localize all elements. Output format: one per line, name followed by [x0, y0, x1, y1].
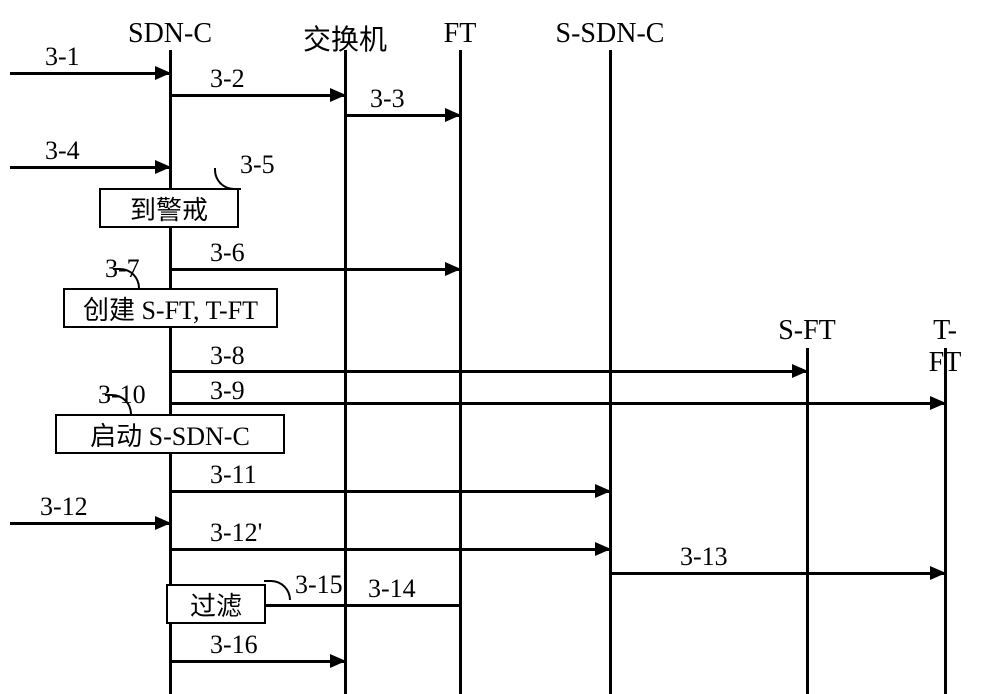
lifeline-label-ft: FT	[444, 18, 477, 50]
box-start: 启动 S-SDN-C	[55, 414, 285, 454]
msg-3-1	[10, 72, 170, 75]
msg-label-3-8: 3-8	[210, 341, 245, 371]
arrow-head	[330, 654, 346, 668]
msg-label-3-16: 3-16	[210, 630, 258, 660]
msg-label-3-14: 3-14	[368, 574, 416, 604]
lifeline-s-ft	[806, 348, 809, 694]
box-create: 创建 S-FT, T-FT	[63, 288, 278, 328]
sequence-diagram: SDN-C交换机FTS-SDN-CS-FTT-FT3-13-23-33-43-6…	[0, 0, 1000, 694]
ref-curve	[264, 580, 291, 600]
lifeline-label-s-ft: S-FT	[778, 315, 836, 347]
msg-3-3	[345, 114, 460, 117]
ref-label-box-alert: 3-5	[240, 150, 275, 180]
box-filter: 过滤	[166, 584, 266, 624]
msg-3-13	[610, 572, 945, 575]
msg-3-16	[170, 660, 345, 663]
msg-label-3-4: 3-4	[45, 136, 80, 166]
arrow-head	[155, 516, 171, 530]
msg-3-8	[170, 370, 807, 373]
lifeline-label-s-sdn-c: S-SDN-C	[556, 18, 665, 50]
arrow-head	[155, 66, 171, 80]
msg-label-3-13: 3-13	[680, 542, 728, 572]
arrow-head	[595, 484, 611, 498]
msg-label-3-9: 3-9	[210, 376, 245, 406]
arrow-head	[595, 542, 611, 556]
ref-label-box-filter: 3-15	[295, 570, 343, 600]
msg-3-4	[10, 166, 170, 169]
msg-label-3-1: 3-1	[45, 42, 80, 72]
msg-label-3-12: 3-12	[40, 492, 88, 522]
arrow-head	[930, 566, 946, 580]
box-alert: 到警戒	[99, 188, 239, 228]
msg-label-3-6: 3-6	[210, 238, 245, 268]
arrow-head	[445, 262, 461, 276]
msg-3-2	[170, 94, 345, 97]
lifeline-label-sdn-c: SDN-C	[128, 18, 212, 50]
msg-label-3-2: 3-2	[210, 64, 245, 94]
msg-3-9	[170, 402, 945, 405]
msg-label-3-3: 3-3	[370, 84, 405, 114]
msg-label-3-11: 3-11	[210, 460, 257, 490]
ref-curve	[214, 168, 241, 190]
arrow-head	[930, 396, 946, 410]
arrow-head	[155, 160, 171, 174]
arrow-head	[792, 364, 808, 378]
msg-3-6	[170, 268, 460, 271]
msg-label-3-12p: 3-12'	[210, 518, 262, 548]
msg-3-11	[170, 490, 610, 493]
arrow-head	[330, 88, 346, 102]
msg-3-12	[10, 522, 170, 525]
arrow-head	[445, 108, 461, 122]
msg-3-12p	[170, 548, 610, 551]
